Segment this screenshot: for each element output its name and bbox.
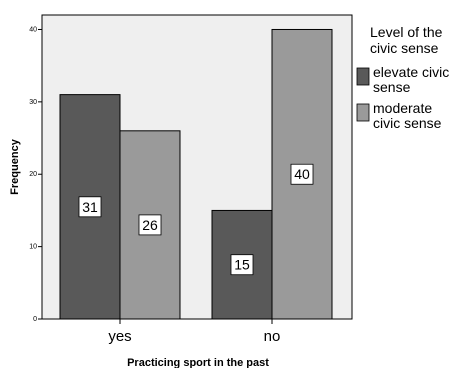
x-tick-label: yes [108,328,131,345]
legend-label: moderate civic sense [373,100,442,131]
y-tick-label: 10 [29,244,37,251]
x-axis: yes no [108,319,280,345]
data-label-box [138,214,162,236]
x-axis-title: Practicing sport in the past [127,357,269,368]
x-tick-label: no [264,328,281,345]
data-label-box [230,254,254,276]
y-axis-title: Frequency [9,138,21,195]
data-label-box [78,196,102,218]
y-tick-label: 30 [29,99,37,106]
legend-title-line-2: civic sense [370,40,439,56]
bar-labels: 31 26 15 40 [78,163,314,276]
legend-title-line-1: Level of the [370,24,443,40]
data-label-box [290,163,314,185]
y-axis: 0 10 20 30 40 [29,26,42,323]
data-label: 15 [234,257,250,273]
bars [59,28,333,320]
legend: Level of the civic sense elevate civic se… [356,24,449,131]
y-tick-label: 40 [29,26,37,33]
y-tick-label: 0 [33,316,37,323]
data-label: 40 [294,166,310,182]
legend-swatch [356,103,370,122]
legend-title: Level of the civic sense [370,24,446,56]
legend-items: elevate civic sense moderate civic sense [356,64,449,131]
data-label: 31 [82,199,98,215]
legend-label: elevate civic sense [373,64,449,95]
data-label: 26 [142,217,158,233]
y-tick-label: 20 [29,171,37,178]
legend-swatch [356,67,370,86]
